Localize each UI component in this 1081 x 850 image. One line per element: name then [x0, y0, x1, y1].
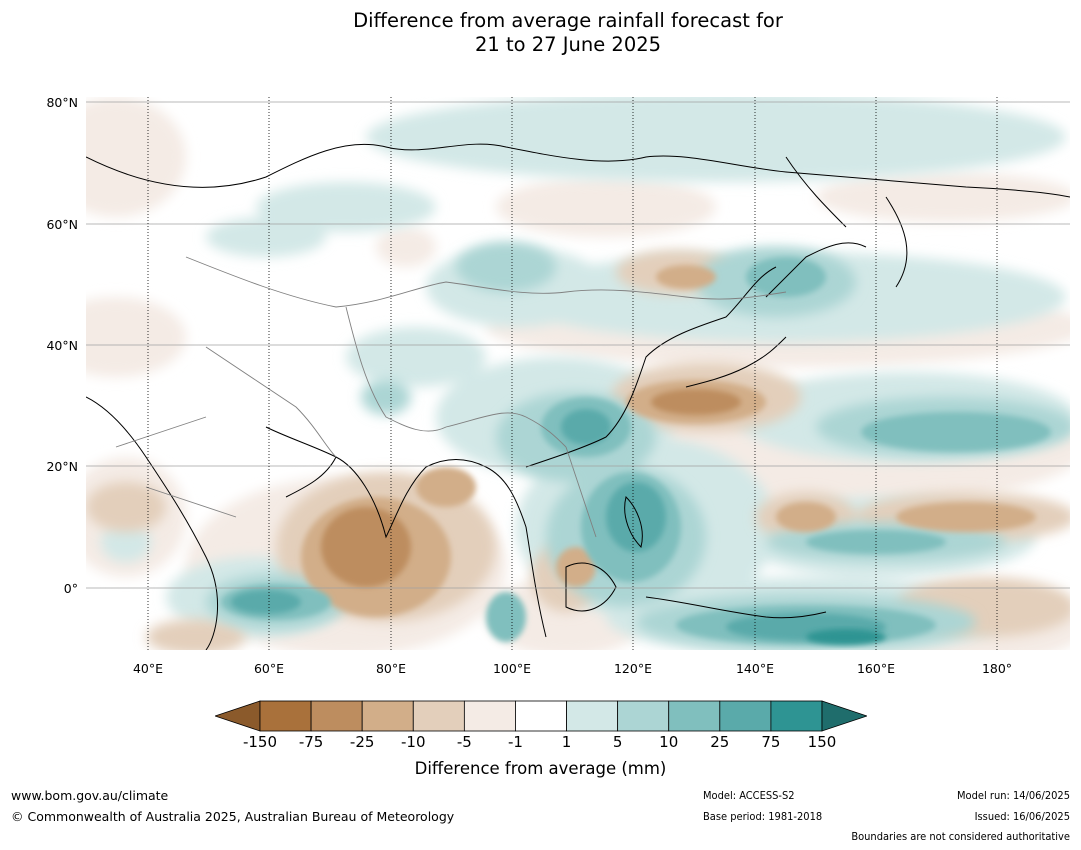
lat-label-40n: 40°N — [46, 338, 78, 353]
colorbar-tick-label: -10 — [401, 733, 426, 751]
colorbar-tick-label: -25 — [349, 733, 375, 751]
longitude-gridlines — [147, 97, 998, 650]
colorbar-swatch — [617, 700, 670, 732]
issued-text: Issued: 16/06/2025 — [974, 810, 1070, 823]
colorbar-arrow-high — [821, 700, 869, 732]
colorbar-tick-label: 1 — [561, 733, 572, 751]
colorbar-swatch — [259, 700, 312, 732]
colorbar-tick-label: 25 — [710, 733, 730, 751]
country-borders — [115, 256, 787, 538]
lon-label-40e: 40°E — [132, 661, 164, 676]
title-line-1: Difference from average rainfall forecas… — [353, 9, 783, 32]
map-canvas — [86, 97, 1070, 650]
base-period-text: Base period: 1981-2018 — [703, 810, 823, 823]
title-line-2: 21 to 27 June 2025 — [474, 33, 662, 56]
anomaly-fields — [86, 97, 1070, 650]
colorbar-swatch — [412, 700, 465, 732]
dry-25-75mm-areas — [321, 389, 741, 587]
rainfall-map — [86, 97, 1070, 650]
colorbar — [213, 700, 869, 736]
colorbar-tick-label: 10 — [659, 733, 679, 751]
model-run-text: Model run: 14/06/2025 — [957, 789, 1070, 802]
lon-label-100e: 100°E — [492, 661, 531, 676]
lat-label-80n: 80°N — [46, 95, 78, 110]
lat-label-0: 0° — [63, 581, 78, 596]
colorbar-tick-label: -5 — [456, 733, 472, 751]
disclaimer-text: Boundaries are not considered authoritat… — [851, 830, 1070, 843]
lon-label-120e: 120°E — [613, 661, 652, 676]
copyright-text: © Commonwealth of Australia 2025, Austra… — [11, 809, 455, 824]
colorbar-swatch — [566, 700, 619, 732]
website-link[interactable]: www.bom.gov.au/climate — [11, 788, 169, 803]
wet-75-150mm-areas — [806, 629, 886, 645]
model-text: Model: ACCESS-S2 — [703, 789, 795, 802]
lat-label-20n: 20°N — [46, 459, 78, 474]
colorbar-swatches — [213, 700, 869, 732]
map-title: Difference from average rainfall forecas… — [0, 9, 1081, 57]
colorbar-swatch — [719, 700, 772, 732]
colorbar-tick-label: 75 — [761, 733, 781, 751]
lon-label-60e: 60°E — [253, 661, 285, 676]
colorbar-tick-label: 5 — [612, 733, 623, 751]
colorbar-swatch — [770, 700, 823, 732]
colorbar-tick-label: -1 — [507, 733, 523, 751]
colorbar-swatch — [515, 700, 567, 732]
colorbar-tick-label: -150 — [242, 733, 278, 751]
colorbar-arrow-low — [213, 700, 261, 732]
colorbar-tick-label: -75 — [298, 733, 324, 751]
coastlines — [86, 143, 1070, 650]
latitude-gridlines — [86, 101, 1070, 589]
colorbar-swatch — [361, 700, 414, 732]
lon-label-160e: 160°E — [856, 661, 895, 676]
lon-label-140e: 140°E — [735, 661, 774, 676]
colorbar-tick-label: 150 — [807, 733, 837, 751]
lat-label-60n: 60°N — [46, 217, 78, 232]
lon-label-80e: 80°E — [375, 661, 407, 676]
colorbar-swatch — [668, 700, 721, 732]
lon-label-180: 180° — [981, 661, 1013, 676]
colorbar-swatch — [310, 700, 363, 732]
colorbar-label: Difference from average (mm) — [414, 759, 667, 778]
colorbar-swatch — [463, 700, 516, 732]
